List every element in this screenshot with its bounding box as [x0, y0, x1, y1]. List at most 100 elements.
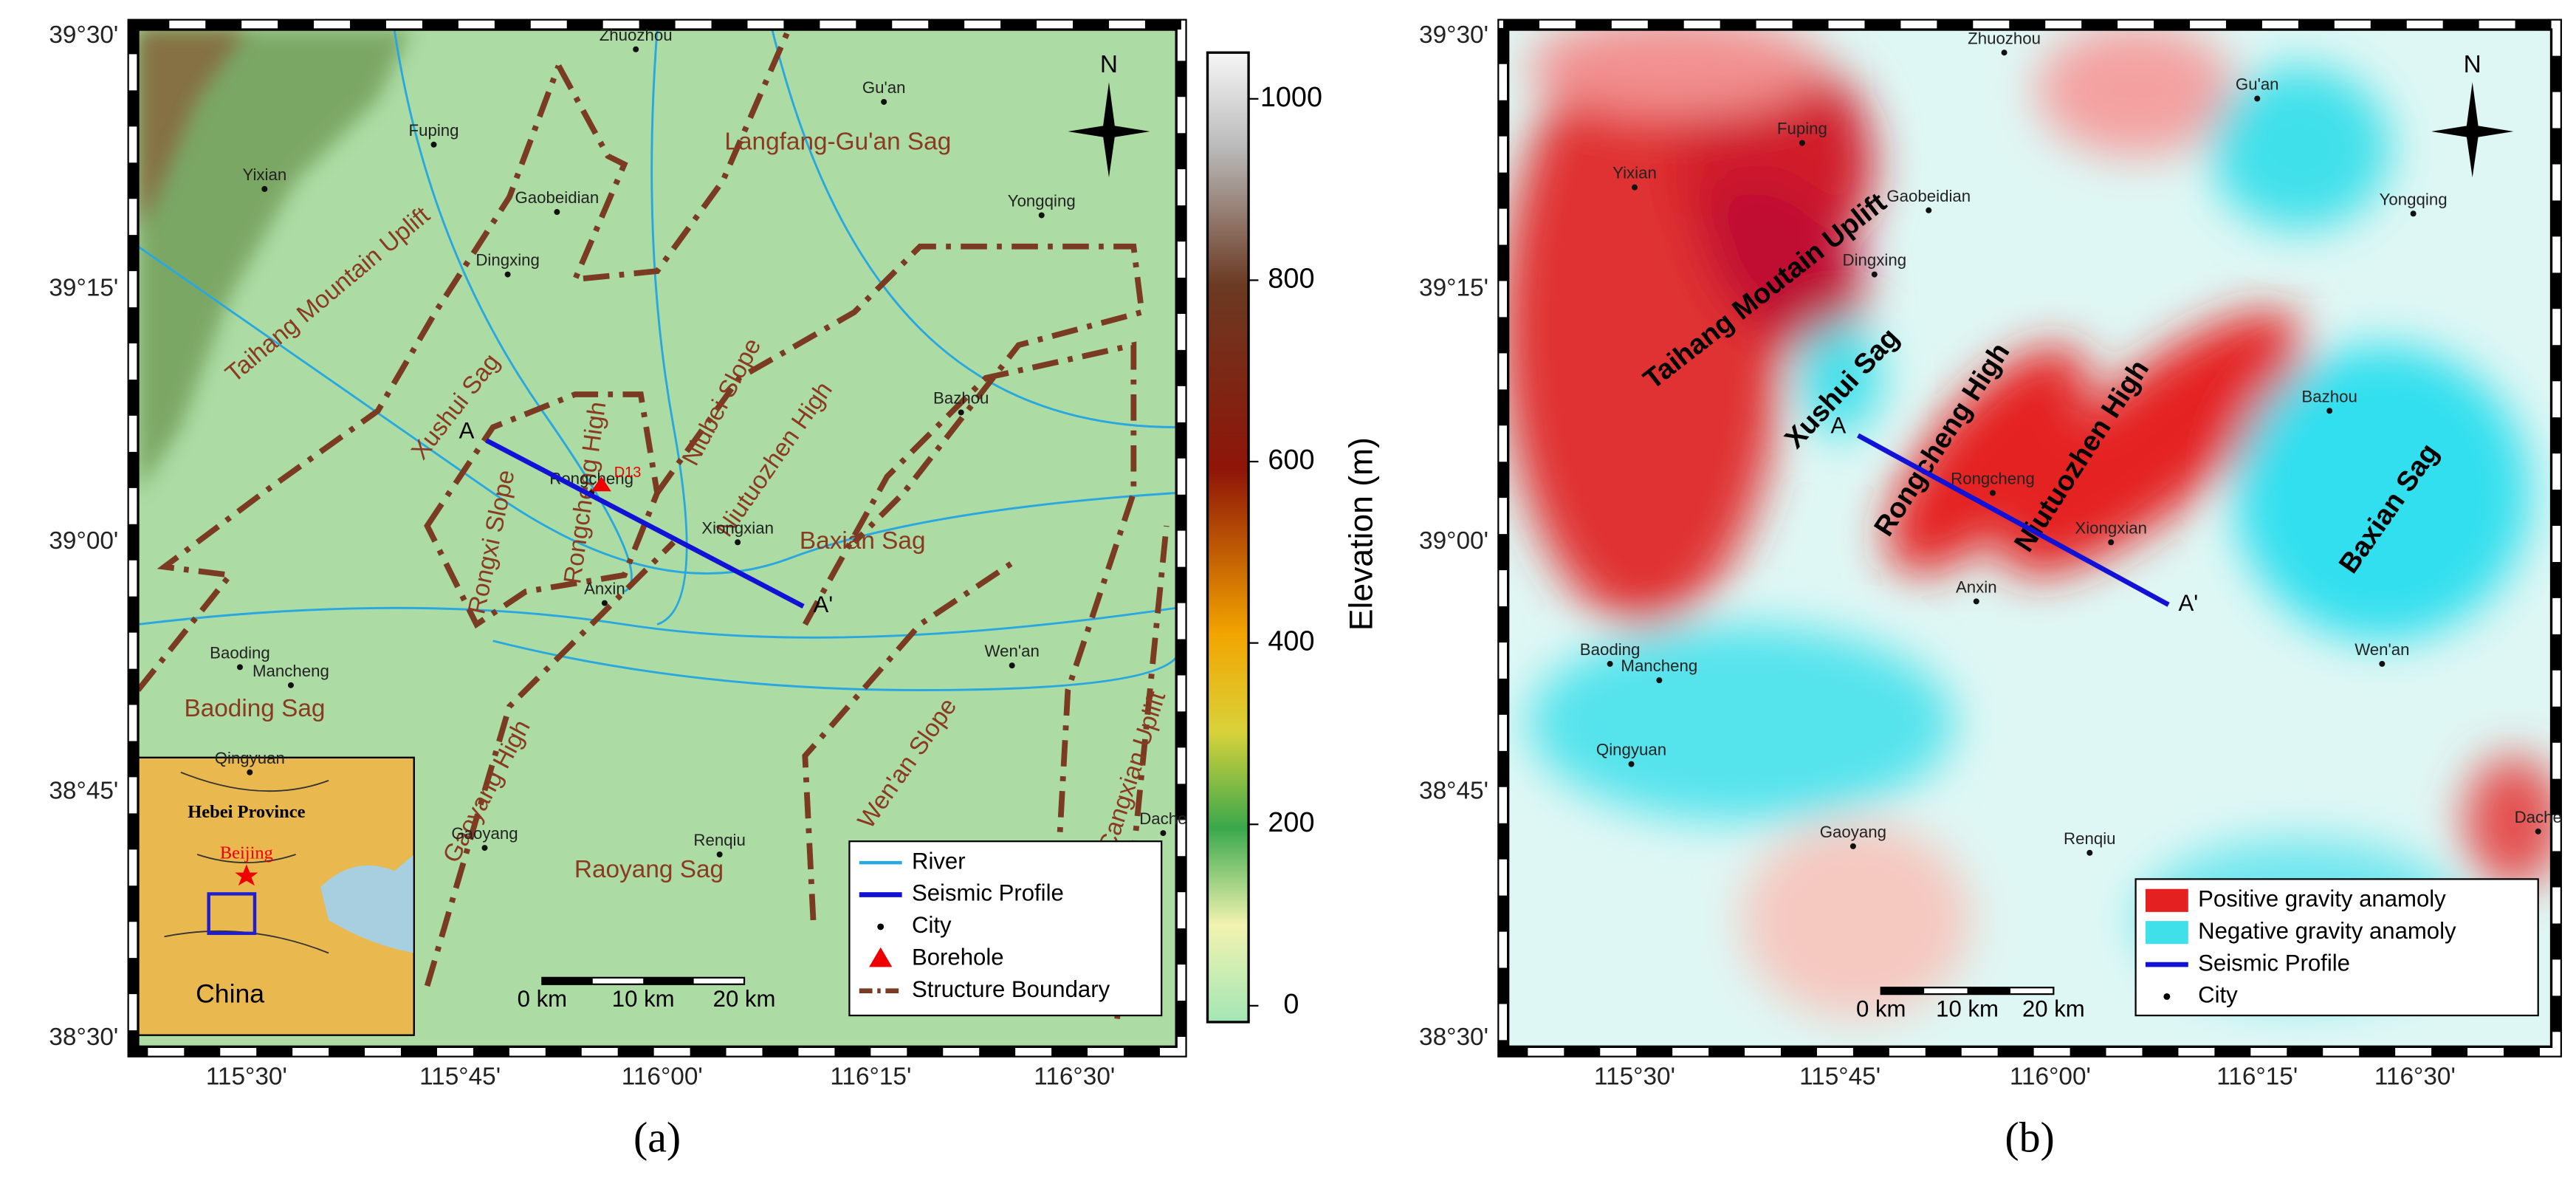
latitude-label: 39°00': [49, 527, 118, 555]
profile-end: A': [2178, 590, 2198, 616]
city-label: Anxin: [584, 580, 625, 598]
inset-label: Beijing: [220, 843, 273, 863]
latitude-label: 38°45': [1419, 777, 1488, 804]
city-label: Gaoyang: [1820, 823, 1886, 841]
city-label: Fuping: [1777, 120, 1827, 138]
scale-bar-segment: [1967, 987, 2010, 995]
city-label: Fuping: [409, 121, 459, 140]
colorbar-title: Elevation (m): [1344, 437, 1380, 631]
legend-label: Structure Boundary: [912, 976, 1110, 1002]
city-dot: [504, 271, 511, 278]
city-dot: [1799, 140, 1805, 146]
city-label: Qingyuan: [215, 749, 285, 767]
city-dot: [2379, 660, 2386, 667]
colorbar-tick-label: 600: [1268, 445, 1314, 476]
city-dot: [633, 46, 639, 52]
longitude-label: 115°30': [206, 1063, 287, 1090]
legend-label: River: [912, 848, 966, 874]
longitude-label: 116°00': [622, 1063, 703, 1090]
longitude-label: 115°45': [1799, 1063, 1881, 1090]
city-dot: [2410, 210, 2417, 217]
city-dot: [735, 539, 741, 546]
city-label: Dingxing: [475, 251, 540, 270]
panel-label: (a): [633, 1114, 681, 1162]
city-label: Xiongxian: [701, 518, 774, 537]
city-label: Rongcheng: [1951, 470, 2035, 488]
seismic-profile: [1856, 433, 2170, 607]
city-dot: [716, 851, 723, 857]
city-dot: [1656, 677, 1663, 684]
city-label: Gaobeidian: [1886, 187, 1971, 205]
city-label: Gaobeidian: [515, 188, 600, 207]
city-label: Yongqing: [1008, 192, 1076, 210]
city-label: Renqiu: [2064, 829, 2115, 848]
latitude-label: 39°15': [49, 274, 118, 301]
borehole: [591, 476, 611, 492]
north-arrow: [1068, 82, 1150, 178]
region-label: Langfang-Gu'an Sag: [724, 128, 951, 155]
city-dot: [958, 409, 964, 416]
city-label: Baoding: [210, 643, 270, 662]
city-dot: [481, 845, 488, 852]
legend-label: City: [2198, 982, 2238, 1008]
borehole-label: D13: [614, 465, 642, 481]
scale-bar-segment: [1881, 987, 1925, 995]
city-dot: [1631, 184, 1638, 191]
latitude-label: 39°00': [1419, 527, 1488, 555]
city-label: Yongqing: [2380, 190, 2448, 208]
colorbar-tick-label: 800: [1268, 263, 1314, 294]
city-dot: [1926, 207, 1932, 213]
legend-label: City: [912, 912, 952, 938]
longitude-label: 116°30': [1034, 1063, 1115, 1090]
city-dot: [2535, 828, 2541, 835]
scale-bar-label: 0 km: [518, 986, 567, 1012]
city-dot: [2108, 539, 2115, 546]
city-dot: [1990, 490, 1996, 496]
frames: [127, 18, 2562, 1058]
city-label: Qingyuan: [1596, 741, 1666, 759]
city-dot: [2326, 408, 2333, 414]
inset-label: Hebei Province: [188, 802, 305, 822]
latitude-label: 39°30': [49, 21, 118, 49]
inset-map: [138, 757, 414, 1035]
city-label: Wen'an: [2355, 640, 2409, 659]
city-dot: [1607, 660, 1613, 667]
legend-symbol: [869, 947, 893, 967]
city-label: Mancheng: [1621, 657, 1697, 675]
longitude-label: 116°00': [2010, 1063, 2091, 1090]
city-label: Bazhou: [2301, 387, 2357, 405]
latitude-label: 38°30': [49, 1024, 118, 1051]
scale-bar-label: 20 km: [2022, 996, 2085, 1022]
region-label: Baxian Sag: [800, 527, 926, 555]
seismic-profile: [485, 438, 805, 609]
scale-bar-label: 10 km: [1936, 996, 1999, 1022]
legend-label: Negative gravity anamoly: [2198, 918, 2456, 944]
panel-label: (b): [2005, 1114, 2054, 1162]
city-label: Yixian: [242, 165, 286, 184]
longitude-label: 115°45': [419, 1063, 501, 1090]
north-label: N: [2464, 51, 2481, 78]
city-dot: [287, 682, 294, 688]
legend-symbol: [877, 923, 885, 931]
legend-label: Seismic Profile: [2198, 950, 2350, 976]
region-label: Raoyang Sag: [574, 856, 724, 883]
north-arrow: [2431, 82, 2514, 178]
city-dot: [261, 185, 268, 192]
city-dot: [554, 209, 560, 216]
region-label: Baoding Sag: [184, 695, 325, 722]
city-label: Wen'an: [985, 642, 1040, 660]
legend-symbol: [2163, 993, 2171, 1000]
city-dot: [1160, 830, 1167, 837]
scale-bar-label: 10 km: [612, 986, 675, 1012]
legend-symbol: [2145, 888, 2188, 912]
city-label: Dache: [1139, 809, 1186, 828]
city-label: Gu'an: [2236, 75, 2279, 94]
city-dot: [236, 664, 243, 671]
legend-symbol: [2145, 921, 2188, 945]
city-dot: [2254, 95, 2261, 102]
legend-label: Positive gravity anamoly: [2198, 886, 2446, 912]
city-label: Baoding: [1580, 640, 1641, 659]
scale-bar-segment: [542, 977, 593, 984]
city-label: Gaoyang: [451, 824, 518, 843]
city-label: Zhuozhou: [1968, 29, 2041, 47]
